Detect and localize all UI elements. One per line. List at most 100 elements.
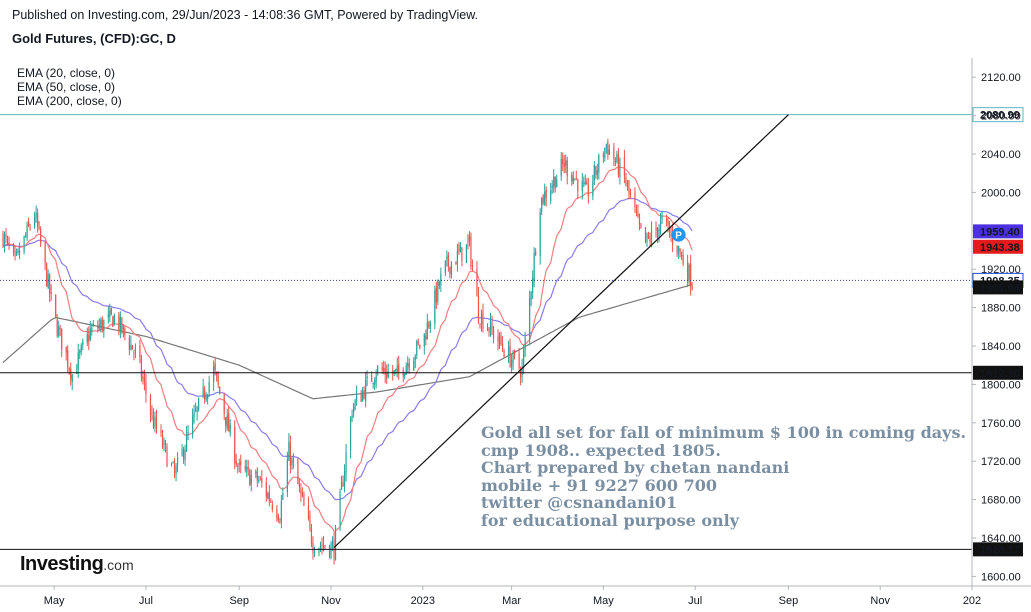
candle-body bbox=[377, 366, 379, 374]
candle-body bbox=[288, 441, 290, 461]
candle-body bbox=[690, 263, 692, 287]
candle-body bbox=[492, 328, 495, 340]
candle-body bbox=[613, 146, 615, 160]
candle-body bbox=[88, 334, 90, 342]
candle-body bbox=[542, 194, 544, 204]
candle-body bbox=[363, 389, 365, 399]
candle-body bbox=[550, 190, 552, 201]
candle-body bbox=[322, 544, 325, 546]
indicator-ema50[interactable]: EMA (50, close, 0) bbox=[17, 80, 116, 94]
candle-body bbox=[309, 515, 311, 527]
candle-body bbox=[429, 321, 431, 329]
candle-body bbox=[130, 344, 132, 350]
price-badge-label: 1901.04 bbox=[980, 282, 1021, 294]
candle-body bbox=[498, 334, 501, 345]
candle-body bbox=[113, 314, 115, 325]
candle-body bbox=[461, 247, 463, 262]
candle-body bbox=[98, 324, 100, 329]
candle-body bbox=[595, 166, 597, 175]
line-label-bg bbox=[973, 365, 1023, 380]
time-tick-label: Nov bbox=[870, 595, 890, 607]
candle-body bbox=[408, 363, 410, 369]
candle-body bbox=[407, 363, 409, 367]
candle-body bbox=[405, 365, 407, 375]
candle-body bbox=[604, 148, 606, 159]
candle-body bbox=[404, 373, 406, 377]
candle-body bbox=[345, 452, 347, 473]
candle-body bbox=[509, 345, 511, 367]
price-tick-label: 1760.00 bbox=[981, 418, 1021, 430]
time-tick-label: Jul bbox=[688, 595, 702, 607]
candle-body bbox=[486, 328, 489, 331]
candle-body bbox=[458, 249, 460, 252]
candle-body bbox=[112, 316, 114, 327]
candle-body bbox=[372, 382, 374, 385]
candle-body bbox=[659, 220, 662, 232]
candle-body bbox=[154, 416, 156, 427]
candle-body bbox=[637, 212, 639, 216]
candle-body bbox=[300, 489, 302, 494]
ema50-layer bbox=[2, 197, 693, 501]
indicator-ema20[interactable]: EMA (20, close, 0) bbox=[17, 66, 116, 80]
candle-body bbox=[91, 327, 93, 331]
candle-body bbox=[122, 326, 124, 330]
candle-body bbox=[339, 490, 341, 527]
candle-body bbox=[593, 165, 595, 181]
candle-body bbox=[413, 360, 415, 371]
candle-body bbox=[619, 159, 621, 177]
candle-body bbox=[535, 251, 537, 255]
candle-body bbox=[423, 333, 425, 347]
candle-body bbox=[553, 176, 555, 187]
candle-body bbox=[586, 182, 588, 185]
candle-body bbox=[384, 367, 386, 376]
time-tick-label: Nov bbox=[321, 595, 341, 607]
candle-body bbox=[617, 154, 620, 176]
candle-body bbox=[65, 346, 67, 353]
candle-body bbox=[581, 180, 583, 192]
candle-body bbox=[656, 227, 659, 237]
candle-body bbox=[181, 449, 183, 456]
candle-body bbox=[151, 413, 153, 415]
price-badge bbox=[973, 239, 1023, 254]
candle-body bbox=[355, 394, 358, 402]
candle-body bbox=[623, 156, 626, 176]
candle-body bbox=[23, 236, 25, 252]
candle-body bbox=[587, 184, 589, 197]
price-tick-label: 1880.00 bbox=[981, 303, 1021, 315]
price-tick-label: 2000.00 bbox=[981, 187, 1021, 199]
price-badge-label: 1943.38 bbox=[980, 242, 1020, 254]
candle-body bbox=[268, 492, 270, 501]
line-label: 1628.17 bbox=[980, 544, 1020, 556]
candle-body bbox=[29, 226, 31, 228]
horizontal-lines: 2080.99 1812.10 1628.17 bbox=[0, 107, 1024, 557]
candle-body bbox=[15, 251, 18, 254]
candle-body bbox=[124, 328, 126, 335]
candle-body bbox=[118, 313, 120, 332]
candle-body bbox=[291, 458, 293, 466]
candle-body bbox=[584, 181, 586, 185]
candle-body bbox=[67, 350, 69, 367]
candle-body bbox=[109, 310, 111, 317]
ema200-line bbox=[2, 284, 693, 400]
candle-body bbox=[375, 375, 377, 382]
price-tick-label: 1640.00 bbox=[981, 533, 1021, 545]
candle-body bbox=[608, 149, 610, 155]
candle-body bbox=[259, 478, 261, 480]
candle-body bbox=[131, 345, 134, 350]
candle-body bbox=[352, 406, 355, 413]
candle-body bbox=[670, 233, 672, 235]
candle-body bbox=[163, 440, 165, 446]
candle-body bbox=[155, 417, 158, 429]
candle-body bbox=[229, 424, 231, 434]
candle-body bbox=[396, 365, 398, 372]
time-tick-label: May bbox=[593, 595, 614, 607]
candle-body bbox=[435, 287, 437, 303]
candle-body bbox=[149, 396, 152, 415]
indicator-ema200[interactable]: EMA (200, close, 0) bbox=[17, 94, 122, 108]
price-tick-label: 2080.00 bbox=[981, 111, 1021, 123]
candle-body bbox=[425, 335, 427, 340]
line-label-bg bbox=[972, 107, 1024, 123]
candle-body bbox=[258, 480, 260, 482]
candle-body bbox=[512, 351, 514, 363]
